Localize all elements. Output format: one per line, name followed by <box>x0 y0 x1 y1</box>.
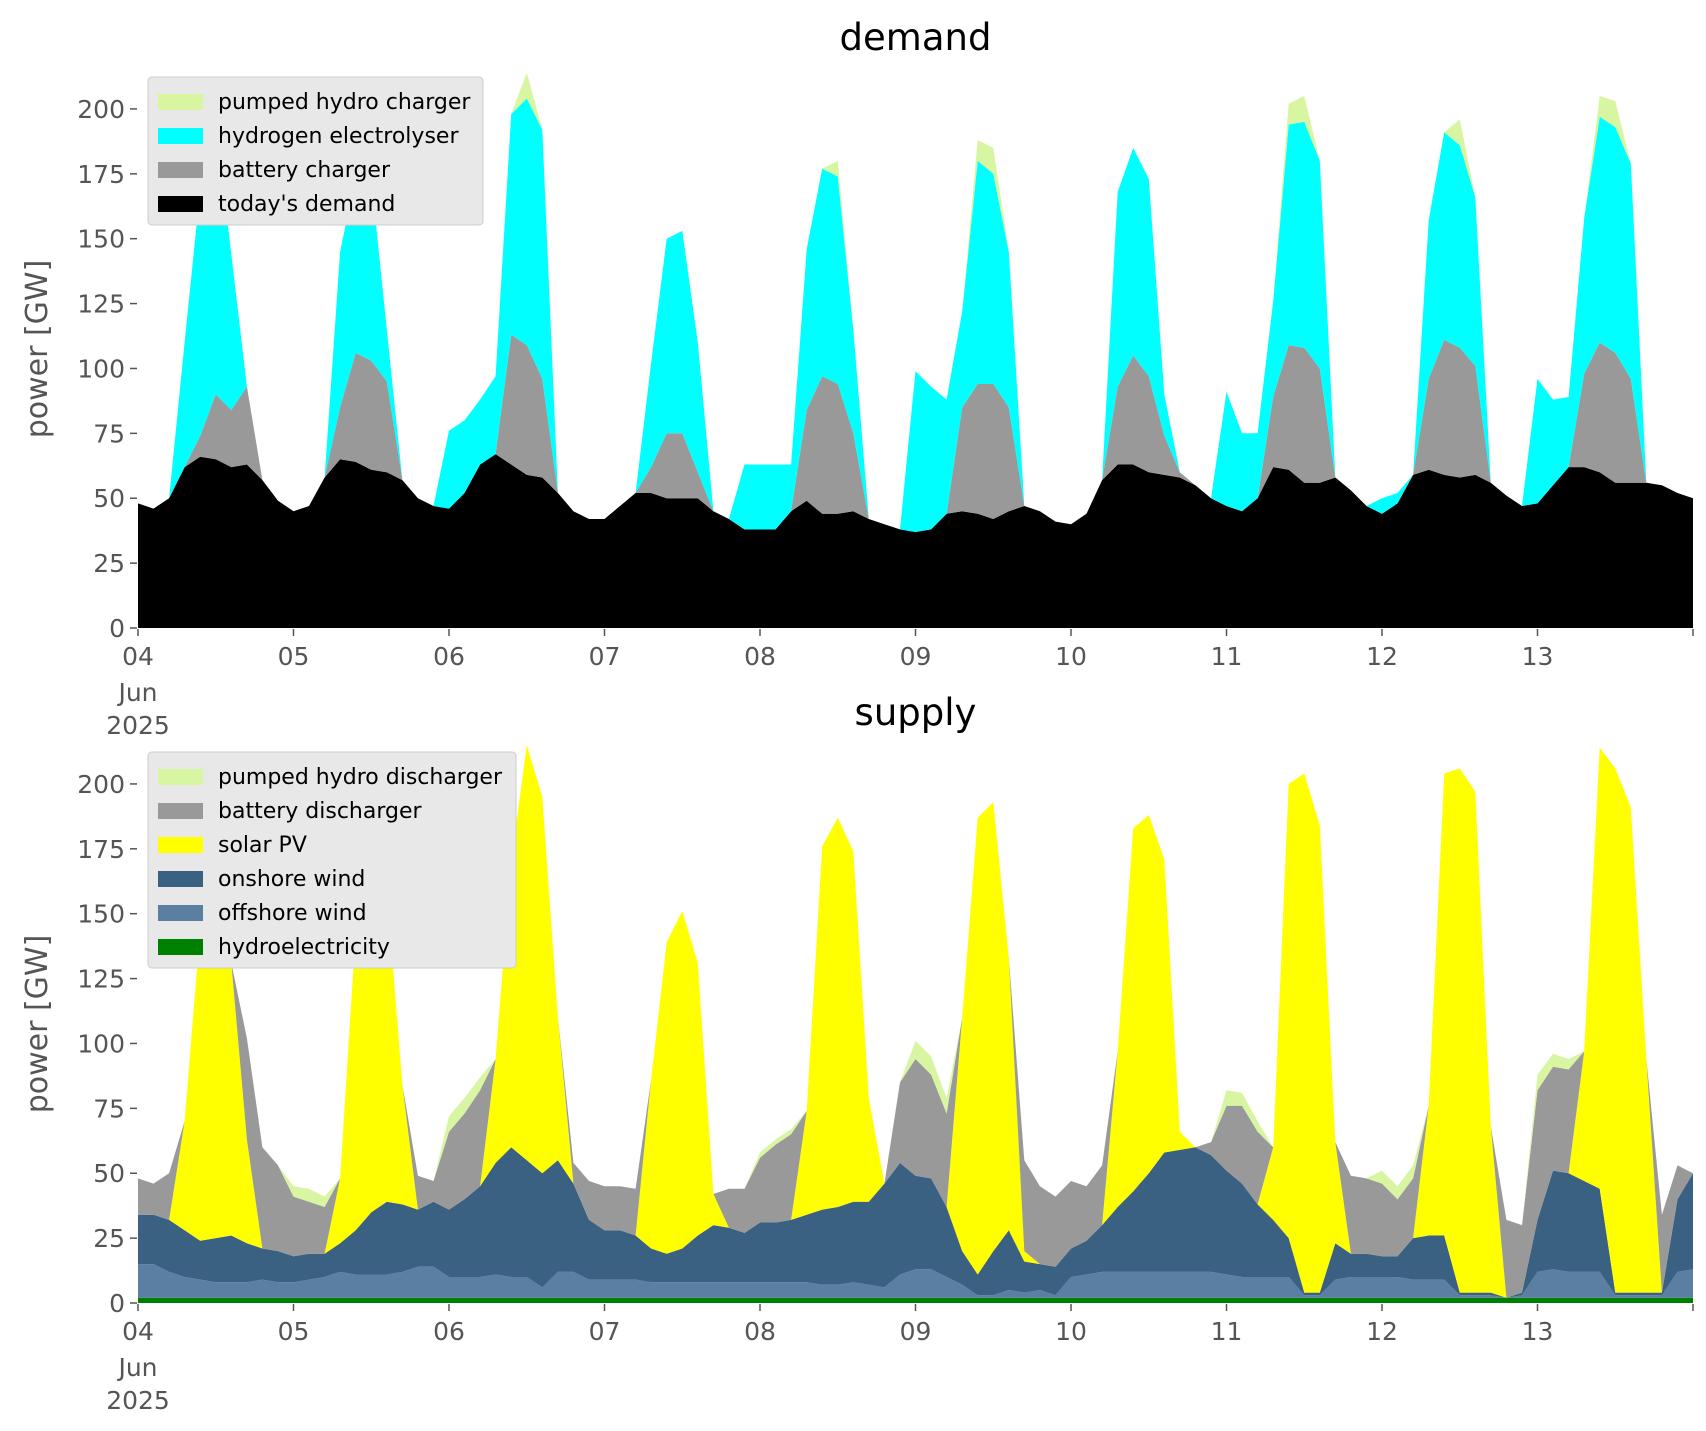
x-tick-label: 12 <box>1366 1317 1398 1346</box>
legend-swatch-pumped-hydro-charger <box>158 94 203 110</box>
legend-box <box>147 76 484 226</box>
legend: pumped hydro discharger battery discharge… <box>147 751 517 969</box>
legend-swatch-solar-pv <box>158 837 203 853</box>
y-tick-label: 175 <box>77 160 125 189</box>
legend-swatch-hydrogen-electrolyser <box>158 128 203 144</box>
area-offshore-wind <box>138 1264 1693 1298</box>
y-tick-label: 200 <box>77 95 125 124</box>
chart-title: supply <box>855 691 977 734</box>
x-tick-sublabel: 2025 <box>106 1386 170 1415</box>
x-tick-label: 07 <box>589 642 621 671</box>
x-tick-label: 08 <box>744 1317 776 1346</box>
y-tick-label: 75 <box>93 419 125 448</box>
y-tick-label: 175 <box>77 835 125 864</box>
chart-title: demand <box>840 16 992 59</box>
x-tick-sublabel: Jun <box>116 1353 157 1382</box>
y-tick-label: 150 <box>77 225 125 254</box>
x-tick-label: 10 <box>1055 1317 1087 1346</box>
y-tick-label: 50 <box>93 1159 125 1188</box>
y-tick-label: 25 <box>93 1224 125 1253</box>
x-tick-label: 12 <box>1366 642 1398 671</box>
y-tick-label: 100 <box>77 1029 125 1058</box>
legend-label-onshore-wind: onshore wind <box>218 867 365 892</box>
y-axis: 0 25 50 75 100 125 150 175 200 power [GW] <box>20 770 137 1318</box>
legend-swatch-battery-charger <box>158 162 203 178</box>
legend: pumped hydro charger hydrogen electrolyse… <box>147 76 484 226</box>
legend-label-solar-pv: solar PV <box>218 833 307 858</box>
x-tick-label: 11 <box>1211 642 1243 671</box>
series-areas <box>138 72 1693 628</box>
area-today-s-demand <box>138 454 1693 628</box>
x-tick-label: 06 <box>433 1317 465 1346</box>
x-tick-label: 07 <box>589 1317 621 1346</box>
chart-supply: supply 0 25 50 75 100 125 150 175 200 power [GW] 04… <box>20 691 1694 1415</box>
series-areas <box>138 745 1693 1303</box>
y-tick-label: 125 <box>77 290 125 319</box>
legend-swatch-hydroelectricity <box>158 939 203 955</box>
x-axis: 04 05 06 07 08 09 10 11 12 13 Jun 2025 <box>106 629 1694 740</box>
x-tick-sublabel: 2025 <box>106 711 170 740</box>
legend-swatch-today-s-demand <box>158 196 203 212</box>
legend-label-today-s-demand: today's demand <box>218 192 395 217</box>
y-tick-label: 0 <box>109 614 125 643</box>
area-onshore-wind <box>138 1147 1693 1298</box>
x-tick-sublabel: Jun <box>116 678 157 707</box>
area-battery-charger <box>138 334 1693 532</box>
x-tick-label: 13 <box>1522 642 1554 671</box>
x-tick-label: 09 <box>900 642 932 671</box>
legend-swatch-pumped-hydro-discharger <box>158 769 203 785</box>
legend-label-hydroelectricity: hydroelectricity <box>218 935 390 960</box>
y-tick-label: 0 <box>109 1289 125 1318</box>
legend-swatch-battery-discharger <box>158 803 203 819</box>
x-tick-label: 09 <box>900 1317 932 1346</box>
x-tick-label: 04 <box>122 642 154 671</box>
legend-label-offshore-wind: offshore wind <box>218 901 367 926</box>
x-tick-label: 08 <box>744 642 776 671</box>
area-hydroelectricity <box>138 1297 1693 1303</box>
area-solar-pv <box>138 745 1693 1298</box>
legend-swatch-onshore-wind <box>158 871 203 887</box>
y-tick-label: 150 <box>77 900 125 929</box>
area-hydrogen-electrolyser <box>138 98 1693 532</box>
y-tick-label: 100 <box>77 354 125 383</box>
y-tick-label: 75 <box>93 1094 125 1123</box>
legend-label-battery-discharger: battery discharger <box>218 799 423 824</box>
chart-demand: demand 0 25 50 75 100 125 150 175 200 power [GW] 04… <box>20 16 1694 740</box>
legend-label-pumped-hydro-charger: pumped hydro charger <box>218 90 471 115</box>
legend-box <box>147 751 517 969</box>
y-tick-label: 125 <box>77 965 125 994</box>
y-axis-label: power [GW] <box>20 935 55 1114</box>
x-tick-label: 05 <box>278 1317 310 1346</box>
x-tick-label: 11 <box>1211 1317 1243 1346</box>
x-axis: 04 05 06 07 08 09 10 11 12 13 Jun 2025 <box>106 1304 1694 1415</box>
x-tick-label: 04 <box>122 1317 154 1346</box>
x-tick-label: 06 <box>433 642 465 671</box>
y-tick-label: 200 <box>77 770 125 799</box>
y-tick-label: 50 <box>93 484 125 513</box>
x-tick-label: 10 <box>1055 642 1087 671</box>
legend-swatch-offshore-wind <box>158 905 203 921</box>
area-battery-discharger <box>138 745 1693 1298</box>
y-tick-label: 25 <box>93 549 125 578</box>
legend-label-battery-charger: battery charger <box>218 158 391 183</box>
y-axis-label: power [GW] <box>20 260 55 439</box>
x-tick-label: 05 <box>278 642 310 671</box>
y-axis: 0 25 50 75 100 125 150 175 200 power [GW] <box>20 95 137 643</box>
legend-label-pumped-hydro-discharger: pumped hydro discharger <box>218 765 503 790</box>
legend-label-hydrogen-electrolyser: hydrogen electrolyser <box>218 124 459 149</box>
x-tick-label: 13 <box>1522 1317 1554 1346</box>
